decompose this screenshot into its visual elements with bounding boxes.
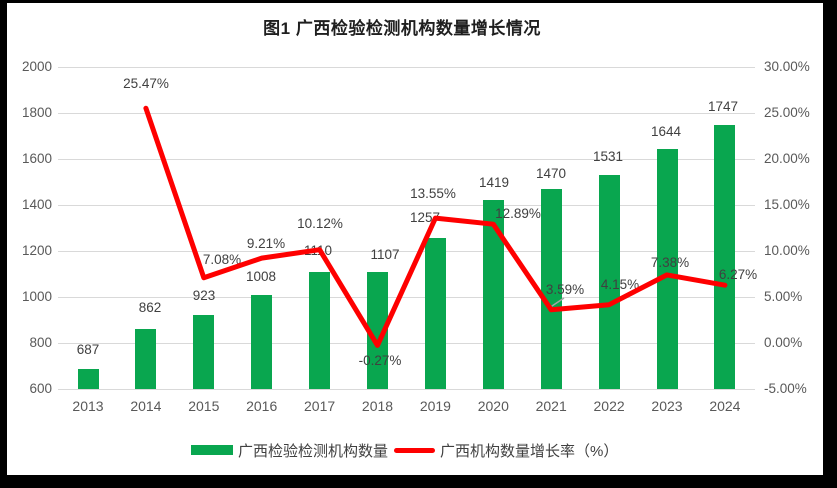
- bar-value-label: 1419: [478, 174, 510, 190]
- bar-value-label: 1644: [650, 124, 682, 139]
- bar-value-label: 1107: [370, 246, 400, 262]
- x-axis-tick-label: 2021: [535, 398, 567, 414]
- growth-rate-label: 13.55%: [410, 186, 456, 201]
- growth-rate-label: 7.38%: [650, 255, 690, 270]
- left-axis-tick-label: 1000: [21, 288, 52, 304]
- legend-bar-series-label: 广西检验检测机构数量: [238, 442, 389, 460]
- bar: [309, 271, 331, 389]
- growth-rate-label: 25.47%: [123, 76, 169, 91]
- bar: [424, 237, 446, 389]
- bar: [251, 295, 273, 389]
- legend-line-swatch: [394, 447, 436, 453]
- bar-value-label: 1470: [535, 166, 567, 181]
- left-axis-tick-label: 800: [29, 334, 52, 350]
- right-axis-tick-label: 10.00%: [764, 242, 810, 258]
- left-axis-tick-label: 600: [29, 381, 52, 396]
- bar: [193, 314, 215, 389]
- legend-bar-swatch: [191, 445, 233, 455]
- left-axis-tick-label: 1400: [21, 196, 52, 212]
- bar: [367, 272, 388, 389]
- bar-value-label: 1747: [707, 99, 739, 114]
- x-axis-tick-label: 2016: [246, 398, 278, 414]
- gridline: [58, 204, 755, 206]
- gridline: [58, 66, 755, 68]
- bar-value-label: 1008: [245, 268, 277, 284]
- bar: [135, 328, 157, 389]
- bar: [77, 368, 99, 389]
- bar: [714, 124, 736, 389]
- right-axis-tick-label: 0.00%: [764, 334, 803, 350]
- bar-value-label: 1257: [409, 210, 441, 225]
- growth-rate-label: 9.21%: [246, 236, 286, 251]
- growth-rate-label: 6.27%: [718, 267, 758, 282]
- x-axis-tick-label: 2015: [188, 398, 220, 414]
- x-axis-tick-label: 2022: [593, 398, 625, 414]
- bar-value-label: 923: [192, 288, 216, 303]
- left-axis-tick-label: 1200: [21, 242, 52, 258]
- legend-line-series-label: 广西机构数量增长率（%）: [440, 442, 619, 460]
- legend: 广西检验检测机构数量 广西机构数量增长率（%）: [191, 441, 619, 460]
- bar: [482, 200, 504, 389]
- gridline: [58, 389, 755, 390]
- gridline: [58, 342, 755, 344]
- growth-rate-label: 4.15%: [600, 277, 640, 292]
- right-axis-tick-label: 20.00%: [764, 150, 810, 166]
- growth-rate-label: 7.08%: [202, 252, 242, 267]
- bar-value-label: 687: [76, 342, 100, 357]
- gridline: [58, 296, 755, 298]
- right-axis-tick-label: 5.00%: [764, 288, 803, 304]
- right-axis-tick-label: 25.00%: [764, 104, 810, 120]
- gridline: [58, 112, 755, 114]
- right-axis-tick-label: 30.00%: [764, 58, 810, 74]
- left-axis-tick-label: 1600: [21, 150, 52, 166]
- left-axis-tick-label: 2000: [21, 58, 52, 74]
- growth-rate-label: -0.27%: [358, 353, 402, 368]
- chart-title: 图1 广西检验检测机构数量增长情况: [263, 19, 541, 38]
- chart-surface: 图1 广西检验检测机构数量增长情况 2000 1800 1600 1400 1200 10…: [7, 3, 823, 475]
- growth-rate-label: 12.89%: [495, 206, 541, 221]
- bar-value-label: 1531: [592, 148, 624, 164]
- x-axis-tick-label: 2020: [477, 398, 509, 414]
- gridline: [58, 158, 755, 160]
- x-axis-tick-label: 2017: [304, 398, 336, 414]
- left-axis-tick-label: 1800: [21, 104, 52, 120]
- x-axis-tick-label: 2023: [651, 398, 683, 414]
- x-axis-tick-label: 2018: [361, 398, 394, 414]
- x-axis-tick-label: 2024: [709, 398, 741, 414]
- x-axis-tick-label: 2013: [72, 398, 104, 414]
- right-axis-tick-label: 15.00%: [764, 196, 810, 212]
- x-axis-tick-label: 2019: [419, 398, 451, 414]
- x-axis-tick-label: 2014: [130, 398, 162, 414]
- right-axis-tick-label: -5.00%: [764, 381, 807, 396]
- growth-rate-label: 10.12%: [297, 216, 343, 231]
